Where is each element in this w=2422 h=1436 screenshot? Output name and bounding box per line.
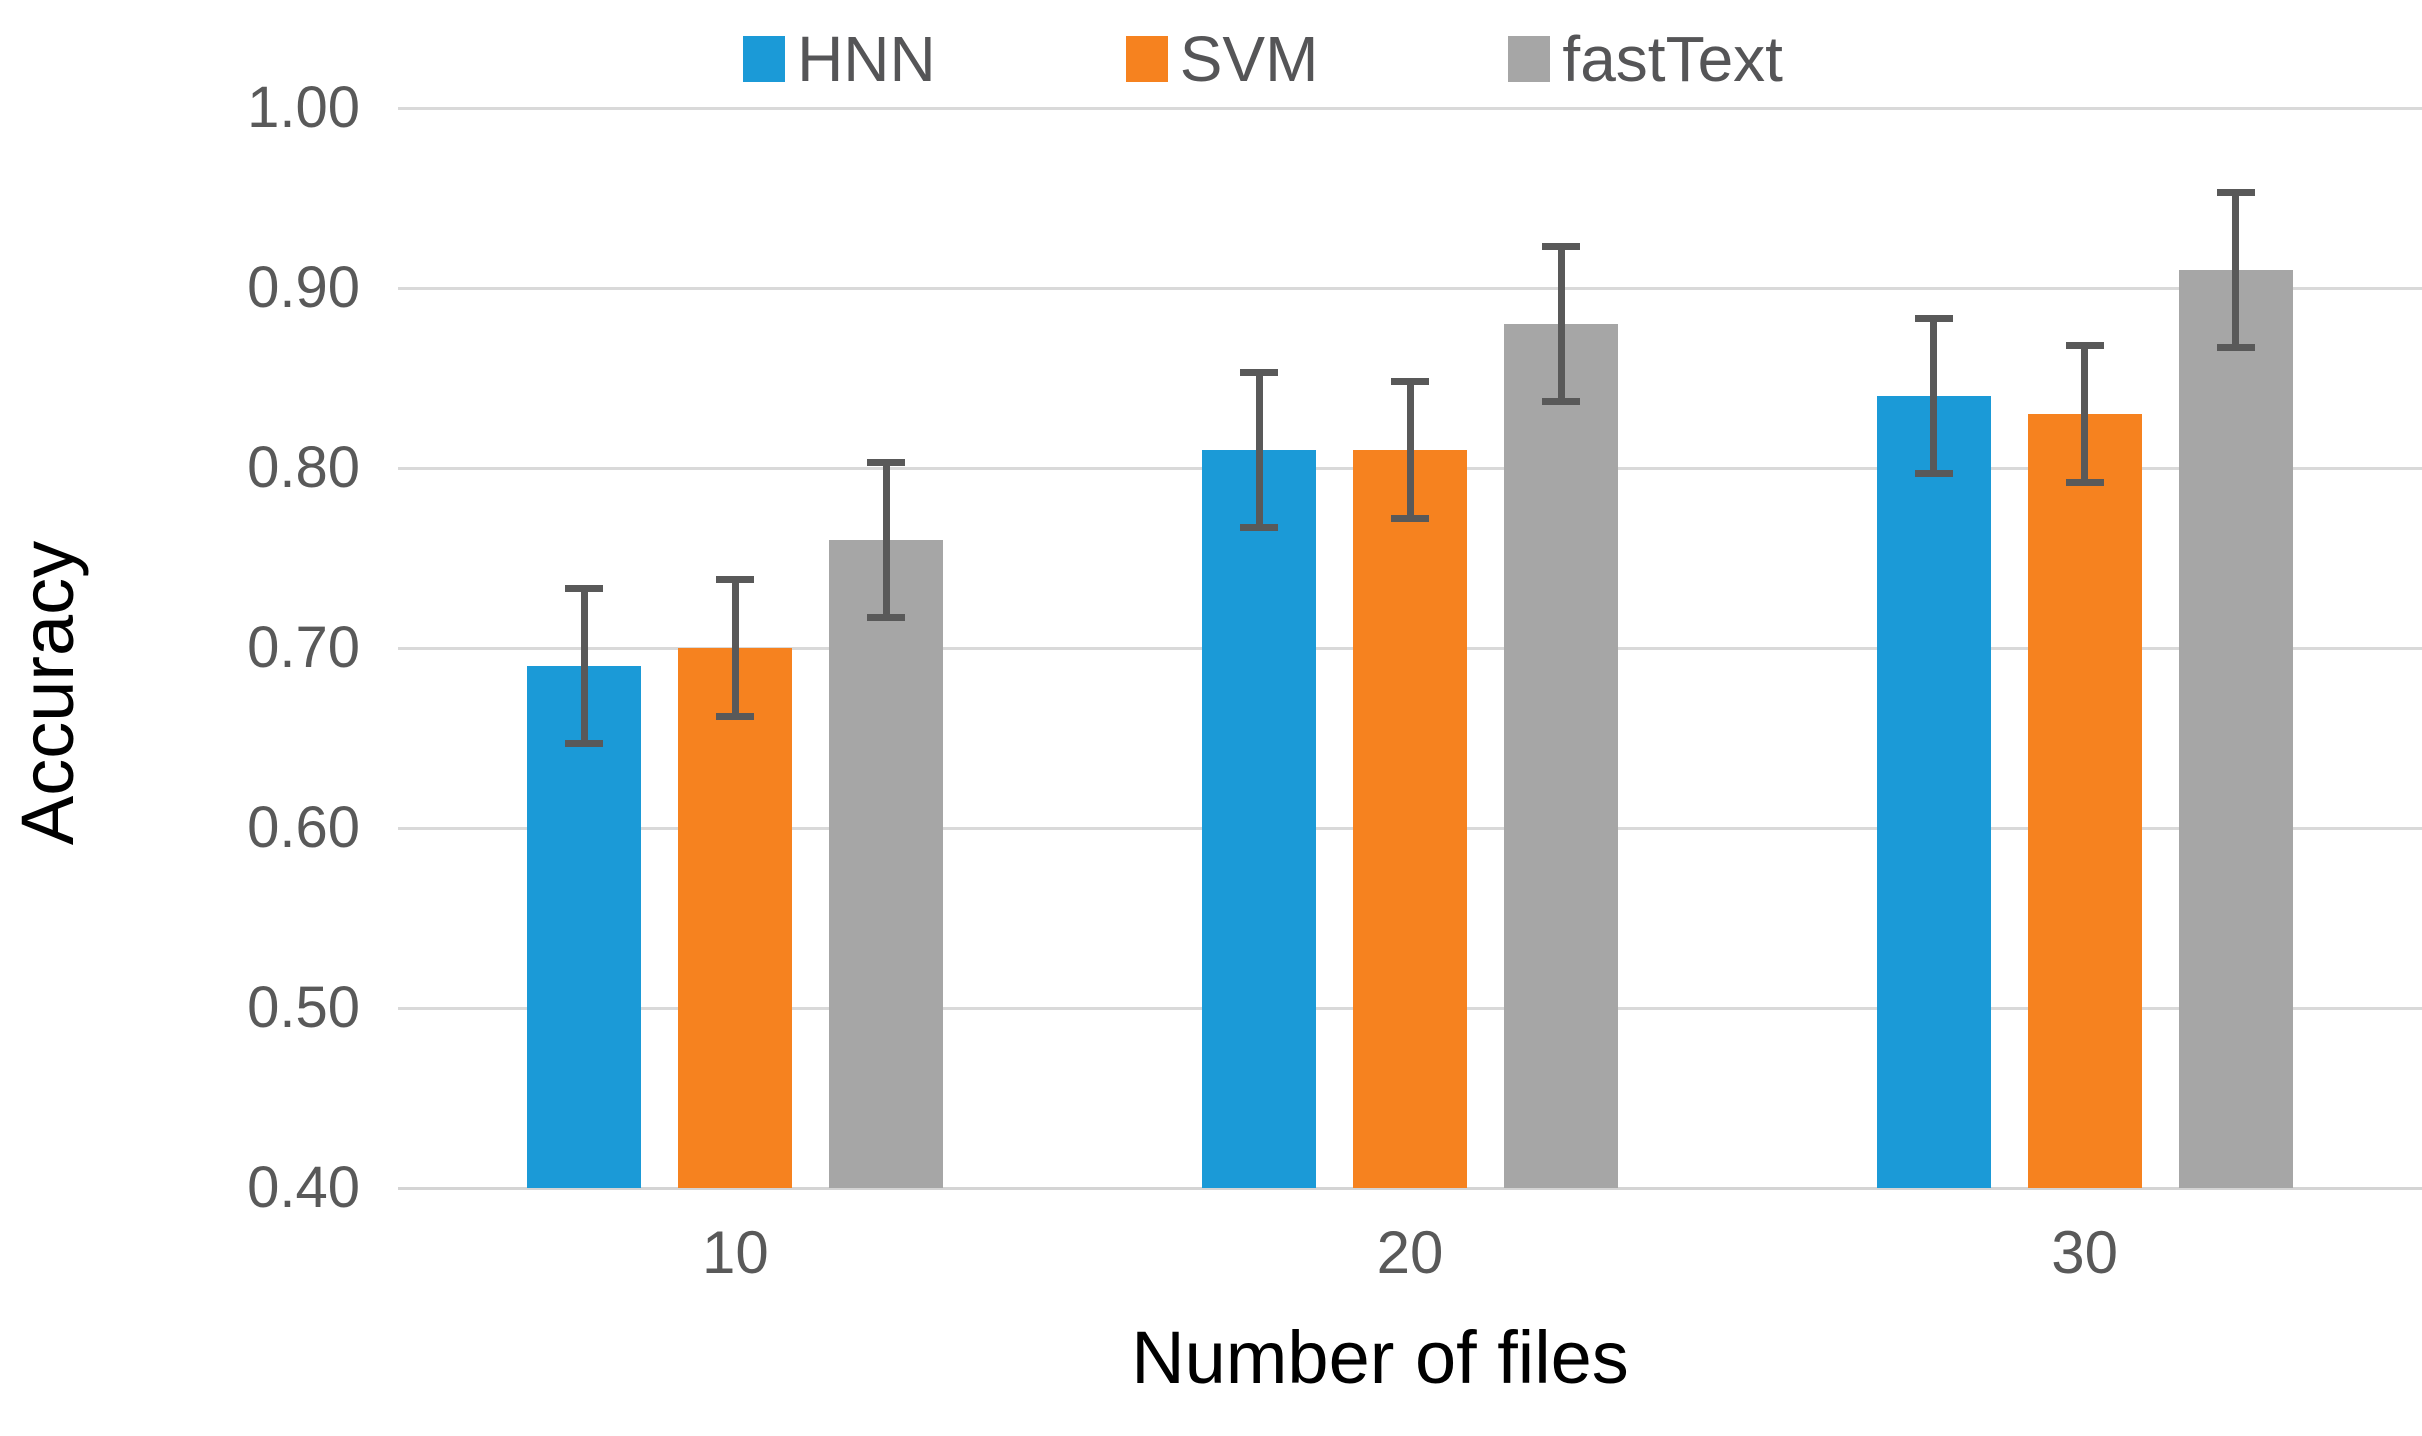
legend: HNN SVM fastText: [104, 14, 2422, 104]
y-tick-label-0.50: 0.50: [247, 975, 360, 1040]
x-tick-label-10: 10: [701, 1219, 769, 1286]
legend-label-svm: SVM: [1179, 23, 1319, 95]
error-bar-hnn-20: [1255, 369, 1263, 531]
error-cap-bottom-hnn-10: [565, 740, 604, 747]
error-bar-svm-10: [731, 576, 739, 720]
error-cap-bottom-svm-10: [716, 713, 755, 720]
error-cap-bottom-hnn-20: [1240, 524, 1278, 531]
error-cap-bottom-fasttext-10: [867, 614, 906, 621]
y-tick-label-0.60: 0.60: [247, 795, 360, 860]
error-cap-top-hnn-30: [1914, 315, 1953, 322]
error-bar-hnn-10: [580, 585, 588, 747]
x-axis-title: Number of files: [1131, 1316, 1629, 1399]
gridline-0.40: [398, 1186, 2422, 1190]
bar-fasttext-10: [829, 540, 944, 1188]
error-bar-svm-30: [2081, 342, 2089, 486]
error-cap-bottom-fasttext-20: [1542, 398, 1580, 405]
legend-item-fasttext: fastText: [1508, 27, 1783, 91]
bar-hnn-20: [1202, 450, 1316, 1188]
legend-item-hnn: HNN: [743, 27, 936, 91]
error-bar-hnn-30: [1930, 315, 1938, 477]
error-cap-top-fasttext-30: [2216, 189, 2255, 196]
gridline-1.00: [398, 106, 2422, 110]
error-cap-top-fasttext-20: [1542, 243, 1580, 250]
error-cap-top-svm-30: [2065, 342, 2104, 349]
bar-svm-10: [678, 648, 793, 1188]
legend-label-fasttext: fastText: [1562, 23, 1783, 95]
bar-hnn-30: [1876, 396, 1991, 1188]
y-tick-label-0.80: 0.80: [247, 435, 360, 500]
error-cap-top-hnn-10: [565, 585, 604, 592]
error-cap-top-fasttext-10: [867, 459, 906, 466]
x-tick-label-20: 20: [1376, 1219, 1444, 1286]
bar-svm-20: [1353, 450, 1467, 1188]
error-cap-bottom-svm-30: [2065, 479, 2104, 486]
error-bar-fasttext-30: [2232, 189, 2240, 351]
y-tick-label-1.00: 1.00: [247, 75, 360, 140]
legend-swatch-fasttext-icon: [1508, 36, 1551, 82]
bar-svm-30: [2027, 414, 2142, 1188]
y-tick-label-0.70: 0.70: [247, 615, 360, 680]
bar-fasttext-30: [2178, 270, 2293, 1188]
plot-area: [398, 106, 2422, 1190]
gridline-0.90: [398, 286, 2422, 290]
error-cap-bottom-hnn-30: [1914, 470, 1953, 477]
error-cap-bottom-fasttext-30: [2216, 344, 2255, 351]
error-cap-bottom-svm-20: [1391, 515, 1429, 522]
y-tick-label-0.90: 0.90: [247, 255, 360, 320]
error-cap-top-svm-20: [1391, 378, 1429, 385]
legend-item-svm: SVM: [1125, 23, 1319, 95]
legend-label-hnn: HNN: [797, 23, 936, 95]
bar-fasttext-20: [1504, 324, 1618, 1188]
legend-swatch-hnn-icon: [743, 36, 786, 82]
error-bar-svm-20: [1406, 378, 1414, 522]
legend-swatch-svm-icon: [1125, 36, 1168, 82]
error-bar-fasttext-20: [1557, 243, 1565, 405]
error-cap-top-svm-10: [716, 576, 755, 583]
error-cap-top-hnn-20: [1240, 369, 1278, 376]
bar-hnn-10: [527, 666, 642, 1188]
x-tick-label-30: 30: [2051, 1219, 2119, 1286]
y-tick-label-0.40: 0.40: [247, 1155, 360, 1220]
error-bar-fasttext-10: [882, 459, 890, 621]
